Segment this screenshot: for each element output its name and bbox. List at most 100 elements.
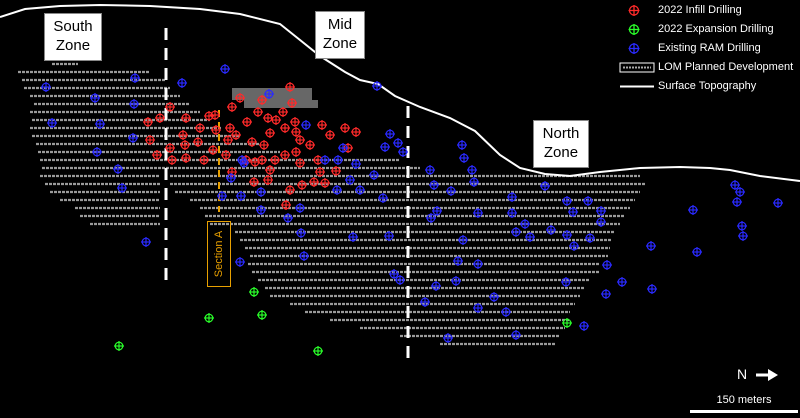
- ram-drillhole: [525, 232, 535, 242]
- south-zone-label-line1: South: [53, 18, 93, 35]
- legend-label-expansion: 2022 Expansion Drilling: [658, 23, 774, 35]
- infill-drillhole: [291, 147, 301, 157]
- infill-drillhole: [317, 120, 327, 130]
- ram-drillhole: [283, 213, 293, 223]
- ram-drillhole: [333, 155, 343, 165]
- ram-drillhole: [507, 192, 517, 202]
- infill-drillhole: [247, 137, 257, 147]
- ram-drillhole: [372, 81, 382, 91]
- legend-label-development: LOM Planned Development: [658, 61, 794, 73]
- ram-drillhole: [256, 205, 266, 215]
- ram-drillhole: [692, 247, 702, 257]
- infill-drillhole: [320, 178, 330, 188]
- ram-drillhole: [420, 297, 430, 307]
- ram-drillhole: [217, 191, 227, 201]
- ram-drillhole: [351, 159, 361, 169]
- planned-development-levels: [18, 62, 645, 346]
- ram-drillhole: [355, 185, 365, 195]
- topography-line-icon: [620, 85, 654, 88]
- ram-drillhole: [647, 284, 657, 294]
- north-arrow: N: [737, 364, 779, 384]
- north-label: N: [737, 366, 748, 382]
- infill-drillhole: [249, 177, 259, 187]
- infill-drillhole: [295, 135, 305, 145]
- infill-drillhole: [208, 145, 218, 155]
- infill-drillhole: [257, 155, 267, 165]
- infill-drillhole: [152, 150, 162, 160]
- infill-drillhole: [223, 135, 233, 145]
- infill-drillhole: [181, 113, 191, 123]
- ram-drillhole: [451, 276, 461, 286]
- expansion-drillhole: [204, 313, 214, 323]
- infill-drillhole: [287, 98, 297, 108]
- infill-drillhole: [165, 143, 175, 153]
- infill-drillhole: [265, 165, 275, 175]
- infill-drillhole: [181, 153, 191, 163]
- legend: 2022 Infill Drilling 2022 Expansion Dril…: [617, 1, 800, 96]
- ram-drillhole: [299, 251, 309, 261]
- ram-drillhole: [601, 289, 611, 299]
- ram-drillhole: [540, 181, 550, 191]
- north-zone-label-line2: Zone: [543, 144, 579, 161]
- infill-drillhole: [227, 102, 237, 112]
- infill-drillhole: [210, 110, 220, 120]
- arrow-right-icon: [756, 369, 779, 382]
- ram-drillhole: [579, 321, 589, 331]
- red-drillhole-icon: [628, 5, 640, 16]
- infill-drillhole: [263, 113, 273, 123]
- infill-drillhole: [309, 177, 319, 187]
- infill-drillhole: [297, 180, 307, 190]
- expansion-drillhole: [562, 318, 572, 328]
- ram-drillhole: [256, 187, 266, 197]
- ram-drillhole: [469, 177, 479, 187]
- ram-drillhole: [117, 183, 127, 193]
- infill-drillhole: [295, 158, 305, 168]
- ram-drillhole: [646, 241, 656, 251]
- green-drillhole-icon: [628, 24, 640, 35]
- ram-drillhole: [520, 219, 530, 229]
- development-block: [244, 100, 318, 108]
- ram-drillhole: [446, 186, 456, 196]
- expansion-drillhole: [257, 310, 267, 320]
- ram-drillhole: [688, 205, 698, 215]
- ram-drillhole: [738, 231, 748, 241]
- infill-drillhole: [221, 150, 231, 160]
- infill-drillhole: [280, 123, 290, 133]
- ram-drillhole: [432, 206, 442, 216]
- ram-drillhole: [378, 193, 388, 203]
- legend-label-infill: 2022 Infill Drilling: [658, 4, 742, 16]
- infill-drillhole: [167, 155, 177, 165]
- development-swatch-icon: [619, 62, 655, 73]
- ram-drillhole: [398, 147, 408, 157]
- infill-drillhole: [225, 123, 235, 133]
- legend-label-ram: Existing RAM Drilling: [658, 42, 761, 54]
- ram-drillhole: [95, 119, 105, 129]
- infill-drillhole: [259, 140, 269, 150]
- infill-drillhole: [211, 125, 221, 135]
- mid-zone-label: Mid Zone: [315, 11, 365, 59]
- ram-drillhole: [220, 64, 230, 74]
- mid-zone-label-line1: Mid: [327, 16, 353, 33]
- scale-bar-label: 150 meters: [716, 394, 772, 406]
- infill-drillhole: [325, 130, 335, 140]
- north-zone-label: North Zone: [533, 120, 589, 168]
- legend-label-topography: Surface Topography: [658, 80, 757, 92]
- ram-drillhole: [348, 232, 358, 242]
- expansion-drillhole: [313, 346, 323, 356]
- expansion-drillhole: [249, 287, 259, 297]
- legend-item-infill: 2022 Infill Drilling: [617, 1, 800, 20]
- north-zone-label-line1: North: [542, 125, 580, 142]
- ram-drillhole: [457, 140, 467, 150]
- infill-drillhole: [351, 127, 361, 137]
- ram-drillhole: [730, 180, 740, 190]
- legend-item-ram: Existing RAM Drilling: [617, 39, 800, 58]
- ram-drillhole: [473, 259, 483, 269]
- infill-drillhole: [340, 123, 350, 133]
- infill-drillhole: [165, 102, 175, 112]
- section-a-label: Section A: [207, 221, 231, 287]
- blue-drillhole-icon: [628, 43, 640, 54]
- ram-drillhole: [546, 225, 556, 235]
- ram-drillhole: [128, 133, 138, 143]
- ram-drillhole: [501, 307, 511, 317]
- infill-drillhole: [278, 107, 288, 117]
